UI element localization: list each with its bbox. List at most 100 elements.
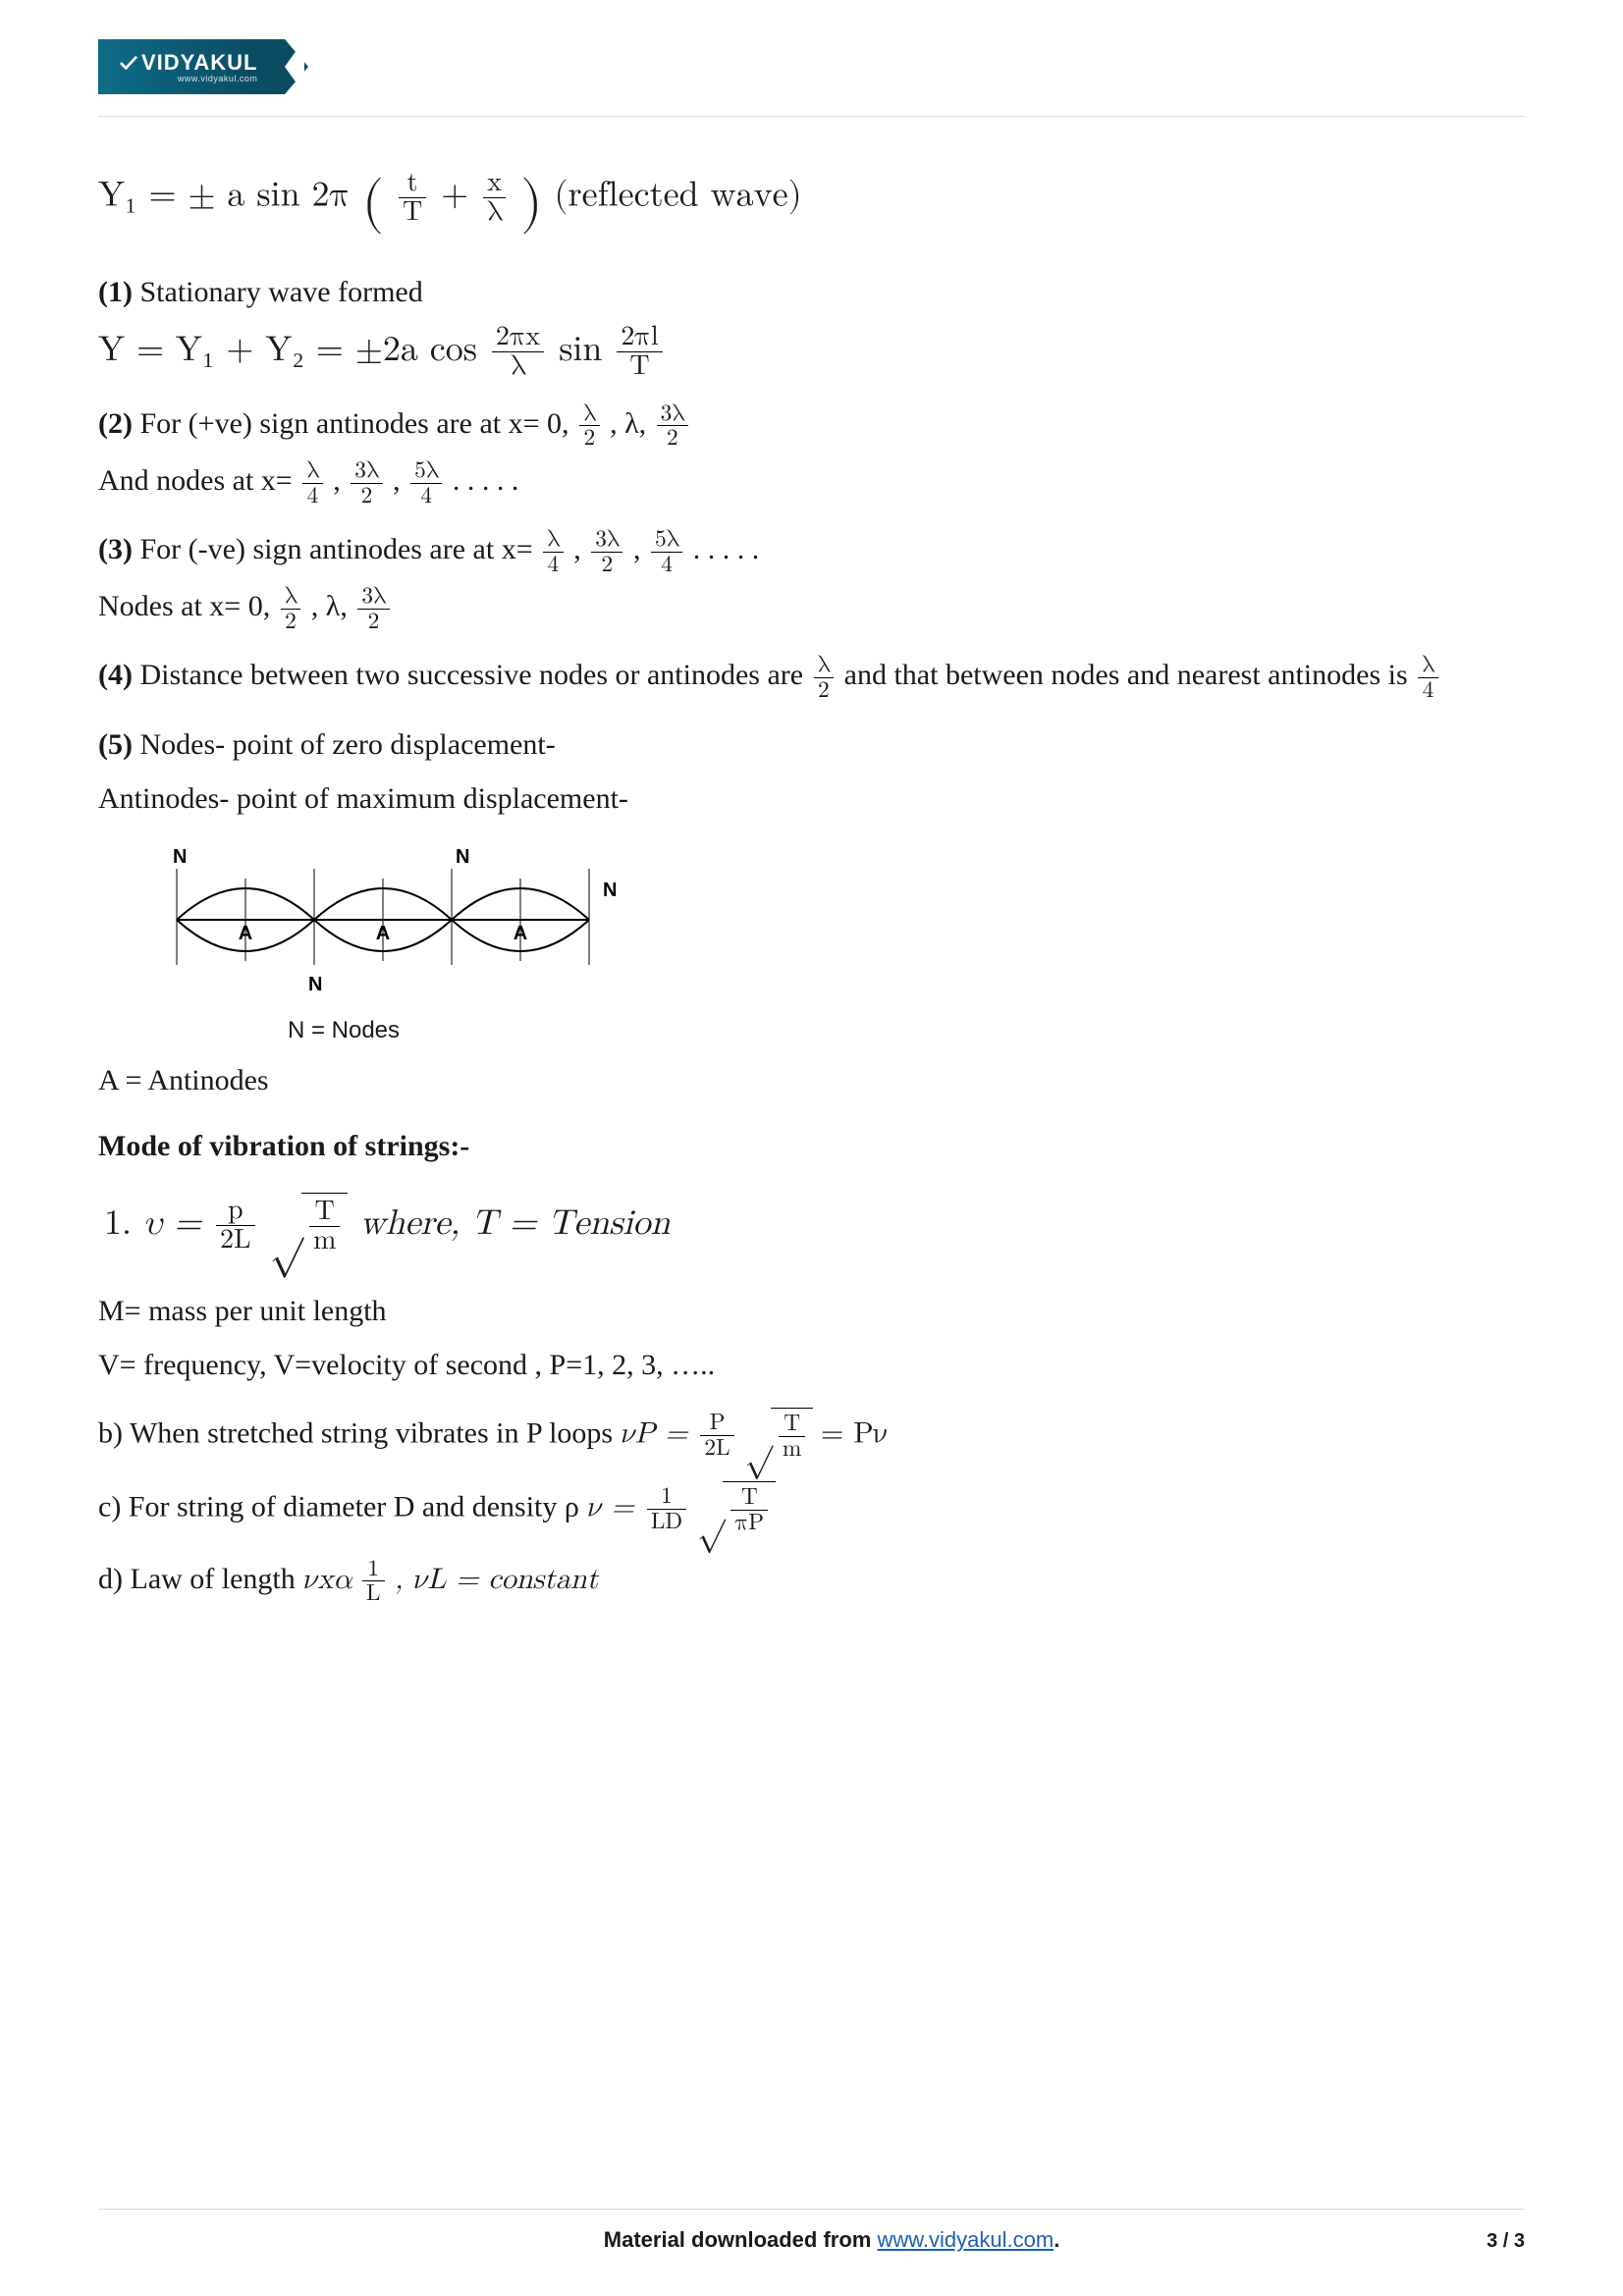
frac-3lambda-2-c: 3λ2: [591, 527, 622, 576]
mode1-num: 1.: [104, 1205, 143, 1241]
sec2-text-a: For (+ve) sign antinodes are at x= 0,: [139, 407, 576, 440]
eq-tail: (reflected wave): [555, 178, 802, 213]
mode-meta-v: V= frequency, V=velocity of second , P=1…: [98, 1341, 1525, 1390]
section-5-line1: (5) Nodes- point of zero displacement-: [98, 721, 1525, 770]
frac-T-m: Tm: [309, 1198, 340, 1256]
eq-lhs: Y₁ = ± a sin 2π: [98, 178, 351, 213]
page-content: Y₁ = ± a sin 2π ( tT + xλ ) (reflected w…: [98, 157, 1525, 1624]
eq-reflected-wave: Y₁ = ± a sin 2π ( tT + xλ ) (reflected w…: [98, 157, 1525, 250]
section-2-line1: (2) For (+ve) sign antinodes are at x= 0…: [98, 400, 1525, 451]
section-5-line2: Antinodes- point of maximum displacement…: [98, 774, 1525, 824]
standing-wave-figure: AAANNNN N = Nodes: [137, 841, 1525, 1044]
antinode-line: A = Antinodes: [98, 1056, 1525, 1105]
sec2-text-b: , λ,: [610, 407, 654, 440]
sec4-text-b: and that between nodes and nearest antin…: [844, 659, 1415, 691]
comma-sep4: ,: [633, 533, 648, 565]
sec5-text-a: Nodes- point of zero displacement-: [139, 728, 555, 761]
mode-b-lhs: νP =: [621, 1418, 698, 1448]
section-5-label: (5): [98, 728, 133, 761]
sec2-nodes-lead: And nodes at x=: [98, 464, 299, 497]
svg-text:N: N: [308, 974, 322, 995]
svg-text:A: A: [514, 923, 527, 944]
header-rule: [98, 116, 1525, 117]
frac-1-LD: 1LD: [647, 1484, 687, 1533]
section-1-text: Stationary wave formed: [139, 276, 422, 308]
logo-ribbon: VIDYAKUL www.vidyakul.com: [98, 39, 308, 94]
svg-text:N: N: [173, 846, 187, 868]
sqrt-T-m: Tm: [270, 1193, 349, 1259]
ellipsis2: . . . . .: [693, 533, 760, 565]
mode-heading-text: Mode of vibration of strings:-: [98, 1130, 469, 1162]
mode-d-lhs: νxα: [302, 1565, 352, 1594]
section-3-line1: (3) For (-ve) sign antinodes are at x= λ…: [98, 525, 1525, 576]
section-2-label: (2): [98, 407, 133, 440]
section-3-label: (3): [98, 533, 133, 565]
section-2-line2: And nodes at x= λ4 , 3λ2 , 5λ4 . . . . .: [98, 456, 1525, 507]
mode-c-lhs: ν =: [586, 1492, 643, 1522]
frac-3lambda-2-b: 3λ2: [351, 458, 382, 507]
antinode-text: A = Antinodes: [98, 1064, 269, 1096]
page-footer: Material downloaded from www.vidyakul.co…: [98, 2227, 1525, 2253]
section-4: (4) Distance between two successive node…: [98, 651, 1525, 702]
check-icon: [120, 54, 137, 72]
frac-lambda-2: λ2: [579, 401, 600, 451]
frac-3lambda-2-d: 3λ2: [357, 584, 389, 633]
lparen-icon: (: [362, 176, 384, 232]
sec5-text-b: Antinodes- point of maximum displacement…: [98, 782, 628, 815]
mode-d-tail: , νL = constant: [395, 1565, 598, 1594]
svg-text:A: A: [376, 923, 390, 944]
svg-text:A: A: [239, 923, 252, 944]
frac-5lambda-4: 5λ4: [410, 458, 442, 507]
mode-b-lead: b) When stretched string vibrates in P l…: [98, 1416, 621, 1449]
logo-subtext: www.vidyakul.com: [120, 74, 257, 83]
frac-3lambda-2: 3λ2: [657, 401, 688, 451]
frac-2pix-lambda: 2πxλ: [492, 323, 544, 382]
mode1-lhs: υ =: [143, 1205, 213, 1241]
footer-rule: [98, 2209, 1525, 2210]
sqrt-T-m-b: Tm: [744, 1408, 813, 1464]
frac-1-L: 1L: [362, 1557, 385, 1606]
frac-2pil-T: 2πlT: [617, 323, 662, 382]
footer-prefix: Material downloaded from: [604, 2227, 878, 2252]
frac-5lambda-4-c: 5λ4: [651, 527, 682, 576]
section-1-line1: (1) Stationary wave formed: [98, 268, 1525, 317]
footer-link[interactable]: www.vidyakul.com: [877, 2227, 1054, 2252]
sqrt-T-piP: TπP: [697, 1481, 776, 1537]
rparen-icon: ): [520, 176, 542, 232]
comma-sep2: ,: [393, 464, 407, 497]
sec1-eq-mid: sin: [559, 332, 614, 367]
frac-T-piP: TπP: [730, 1485, 768, 1534]
plus-sign: +: [441, 178, 468, 213]
mode-d-lead: d) Law of length: [98, 1563, 302, 1595]
sec3-text-a: For (-ve) sign antinodes are at x=: [139, 533, 540, 565]
sec3-mid: , λ,: [311, 590, 355, 622]
mode-eq-d: d) Law of length νxα 1L , νL = constant: [98, 1555, 1525, 1606]
frac-p-2L: p2L: [216, 1197, 255, 1255]
logo-brand: VIDYAKUL: [120, 50, 257, 76]
mode-meta-m: M= mass per unit length: [98, 1287, 1525, 1336]
logo-body: VIDYAKUL www.vidyakul.com: [98, 39, 285, 94]
svg-text:N: N: [603, 880, 617, 901]
sec3-nodes-lead: Nodes at x= 0,: [98, 590, 278, 622]
mode-heading: Mode of vibration of strings:-: [98, 1122, 1525, 1171]
mode-c-lead: c) For string of diameter D and density …: [98, 1490, 586, 1522]
wave-caption: N = Nodes: [137, 1017, 550, 1044]
frac-lambda-2-e: λ2: [814, 653, 835, 702]
mode-eq-c: c) For string of diameter D and density …: [98, 1481, 1525, 1537]
standing-wave-svg: AAANNNN: [137, 841, 628, 1008]
section-3-line2: Nodes at x= 0, λ2 , λ, 3λ2: [98, 582, 1525, 633]
frac-lambda-4-e: λ4: [1418, 653, 1438, 702]
frac-lambda-4: λ4: [302, 458, 323, 507]
comma-sep: ,: [333, 464, 348, 497]
footer-center: Material downloaded from www.vidyakul.co…: [177, 2227, 1487, 2253]
frac-x-over-lambda: xλ: [483, 169, 506, 228]
frac-lambda-2-d: λ2: [281, 584, 301, 633]
frac-P-2L: P2L: [700, 1411, 733, 1460]
frac-lambda-4-c: λ4: [543, 527, 564, 576]
page-number: 3 / 3: [1487, 2230, 1525, 2253]
footer-suffix: .: [1054, 2227, 1059, 2252]
mode-eq-b: b) When stretched string vibrates in P l…: [98, 1408, 1525, 1464]
logo-tail-shape: [285, 39, 308, 94]
frac-T-m-b: Tm: [779, 1412, 805, 1461]
comma-sep3: ,: [573, 533, 588, 565]
